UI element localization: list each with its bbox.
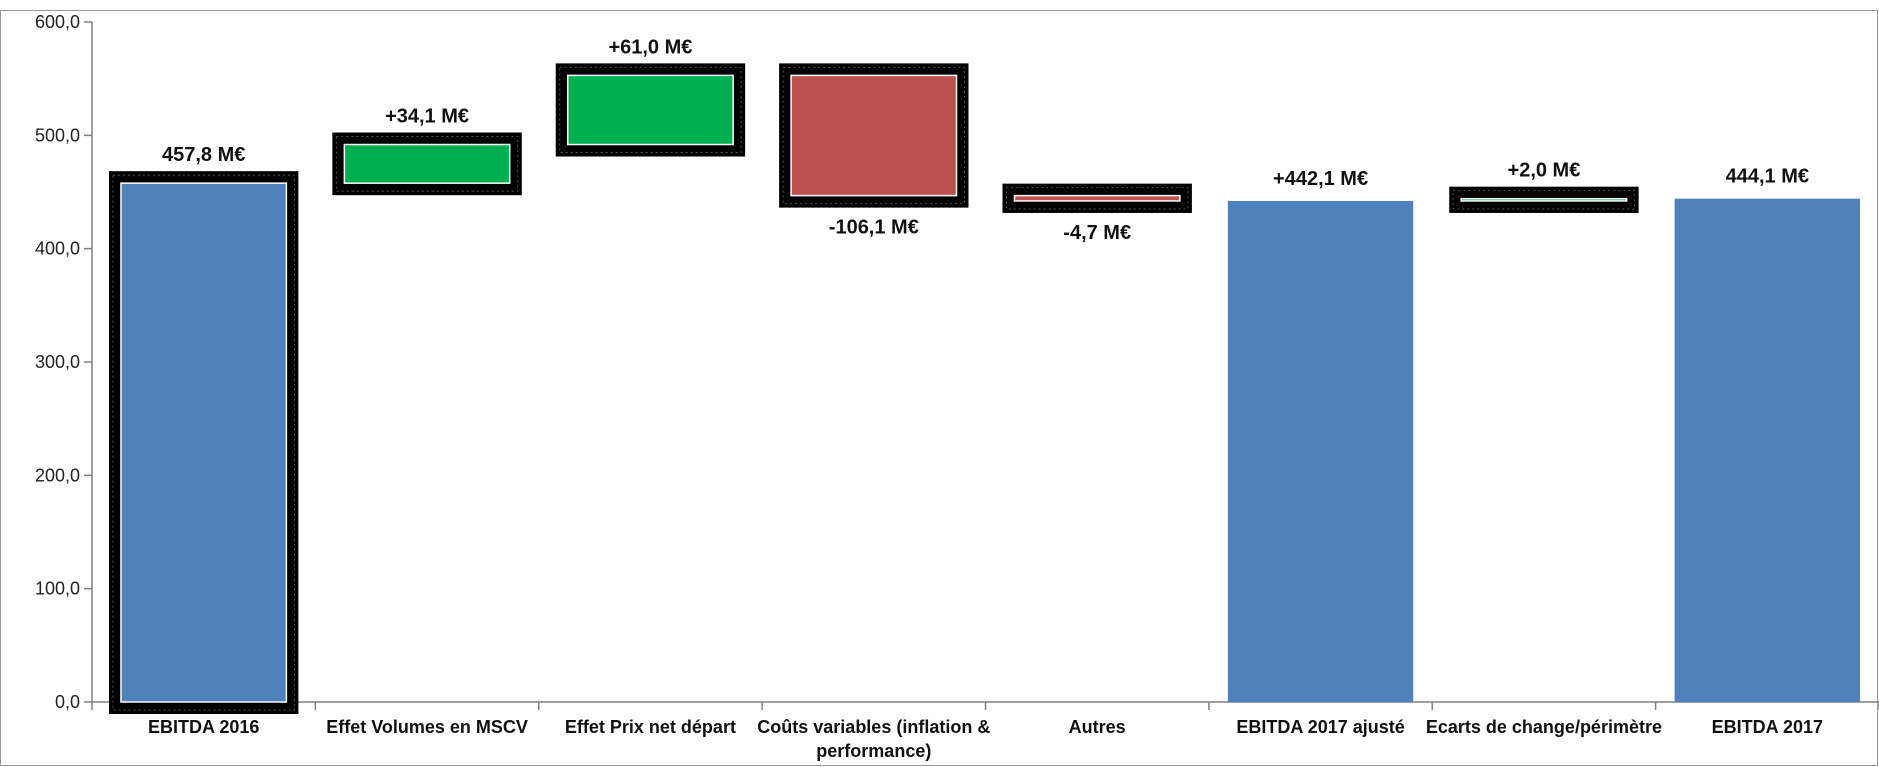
x-category-label: Effet Prix net départ	[565, 717, 736, 737]
bar-frame-texture	[559, 66, 742, 154]
bar-7	[1449, 186, 1639, 213]
bar-fill-total	[1227, 200, 1414, 702]
bar-fill-decrease	[790, 74, 958, 197]
data-label: +2,0 M€	[1508, 160, 1581, 182]
bar-2	[332, 132, 522, 196]
bar-4	[779, 63, 969, 208]
bar-fill-decrease	[1013, 194, 1181, 202]
bar-6	[1227, 200, 1414, 702]
y-tick-label: 0,0	[55, 692, 80, 712]
bar-fill-total	[1674, 198, 1861, 703]
x-category-label-line: Ecarts de change/périmètre	[1426, 717, 1662, 737]
x-category-label: EBITDA 2016	[148, 717, 259, 737]
bar-8	[1674, 198, 1861, 703]
x-category-label: Autres	[1069, 717, 1126, 737]
y-tick-label: 400,0	[35, 239, 80, 259]
x-category-label-line: performance)	[816, 741, 931, 761]
x-category-label-line: EBITDA 2017	[1712, 717, 1823, 737]
chart-border	[0, 10, 1878, 766]
y-tick-label: 100,0	[35, 579, 80, 599]
x-category-label: EBITDA 2017 ajusté	[1236, 717, 1404, 737]
x-category-label: EBITDA 2017	[1712, 717, 1823, 737]
x-category-label-line: Coûts variables (inflation &	[757, 717, 990, 737]
bar-3	[555, 63, 746, 157]
x-category-label-line: Autres	[1069, 717, 1126, 737]
bar-fill-increase	[566, 74, 734, 146]
bar-frame-texture	[112, 174, 295, 711]
bar-fill-increase	[343, 143, 511, 184]
x-category-label: Effet Volumes en MSCV	[326, 717, 528, 737]
data-label: -106,1 M€	[829, 217, 919, 239]
bar-frame-texture	[1452, 190, 1636, 210]
bar-frame-texture	[335, 136, 519, 192]
x-category-label-line: EBITDA 2017 ajusté	[1236, 717, 1404, 737]
data-label: 444,1 M€	[1726, 166, 1809, 188]
bar-frame-texture	[1005, 187, 1189, 210]
x-category-label: Ecarts de change/périmètre	[1426, 717, 1662, 737]
x-category-label-line: EBITDA 2016	[148, 717, 259, 737]
x-category-label-line: Effet Volumes en MSCV	[326, 717, 528, 737]
data-label: 457,8 M€	[162, 144, 245, 166]
bar-frame-texture	[782, 66, 966, 205]
bar-1	[108, 171, 299, 714]
data-label: +61,0 M€	[608, 36, 692, 58]
y-tick-label: 500,0	[35, 125, 80, 145]
x-category-label: Coûts variables (inflation & performance)	[757, 717, 990, 761]
bar-fill-increase	[1460, 197, 1628, 202]
bar-5	[1002, 183, 1192, 213]
data-label: +442,1 M€	[1273, 168, 1368, 190]
y-tick-label: 300,0	[35, 352, 80, 372]
y-tick-label: 600,0	[35, 12, 80, 32]
x-category-label-line: Effet Prix net départ	[565, 717, 736, 737]
data-label: -4,7 M€	[1063, 222, 1131, 244]
bar-fill-total	[120, 182, 288, 703]
y-tick-label: 200,0	[35, 465, 80, 485]
data-label: +34,1 M€	[385, 106, 469, 128]
